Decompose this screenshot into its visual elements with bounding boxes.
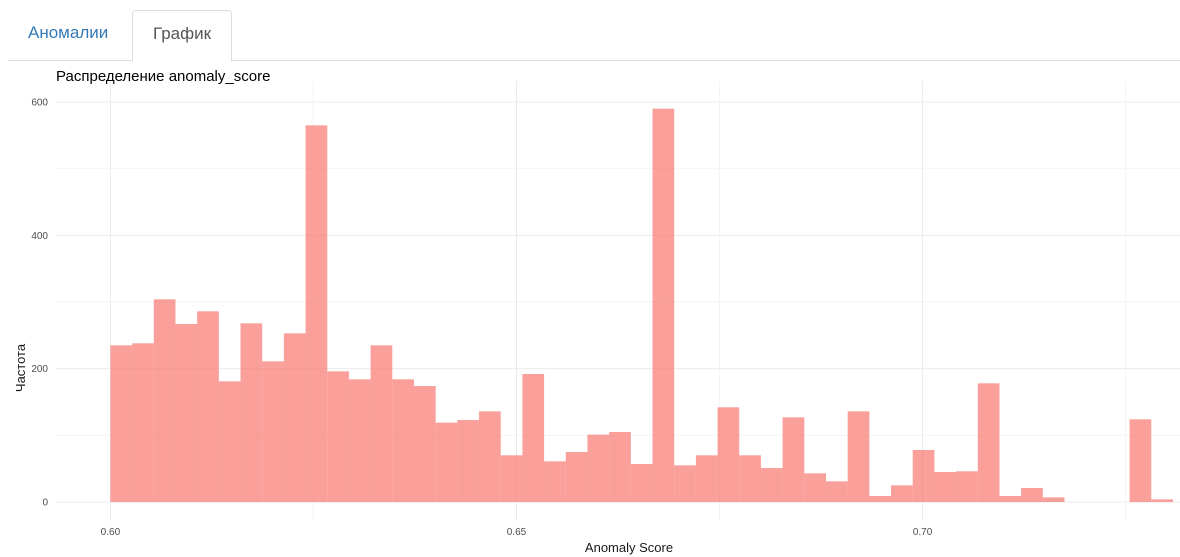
histogram-bar bbox=[913, 450, 935, 502]
histogram-bar bbox=[262, 361, 284, 502]
histogram-bar bbox=[956, 471, 978, 502]
bars bbox=[110, 109, 1180, 502]
histogram-bar bbox=[241, 323, 263, 502]
histogram-bar bbox=[934, 472, 956, 502]
histogram-bar bbox=[978, 383, 1000, 502]
histogram-bar bbox=[132, 343, 154, 502]
histogram-bar bbox=[522, 374, 544, 502]
chart-title: Распределение anomaly_score bbox=[56, 68, 270, 85]
histogram-bar bbox=[1130, 419, 1152, 502]
histogram-bar bbox=[392, 379, 414, 502]
tab-bar: Аномалии График bbox=[8, 0, 1180, 61]
histogram-bar bbox=[197, 311, 219, 502]
histogram-bar bbox=[891, 485, 913, 502]
x-tick-label: 0.65 bbox=[507, 527, 527, 538]
histogram-bar bbox=[1151, 499, 1173, 502]
histogram-bar bbox=[1021, 488, 1043, 502]
tab-anomalies[interactable]: Аномалии bbox=[8, 10, 128, 61]
y-tick-label: 400 bbox=[31, 231, 48, 242]
x-tick-label: 0.60 bbox=[101, 527, 121, 538]
histogram-bar bbox=[110, 345, 132, 502]
histogram-bar bbox=[674, 465, 696, 502]
histogram-bar bbox=[1043, 497, 1065, 502]
histogram-bar bbox=[306, 125, 328, 502]
y-tick-label: 200 bbox=[31, 364, 48, 375]
histogram-bar bbox=[739, 455, 761, 502]
x-tick-label: 0.70 bbox=[913, 527, 933, 538]
histogram-bar bbox=[219, 381, 241, 502]
histogram-bar bbox=[826, 481, 848, 502]
tab-chart[interactable]: График bbox=[132, 10, 232, 62]
histogram-bar bbox=[566, 452, 588, 502]
x-axis-ticks: 0.60 0.65 0.70 bbox=[101, 527, 933, 538]
histogram-bar bbox=[154, 299, 176, 502]
histogram-bar bbox=[457, 420, 479, 502]
histogram-bar bbox=[999, 496, 1021, 502]
y-axis-title: Частота bbox=[13, 343, 28, 392]
histogram-bar bbox=[175, 324, 197, 502]
histogram-bar bbox=[371, 345, 393, 502]
histogram-bar bbox=[848, 411, 870, 502]
histogram-bar bbox=[327, 371, 349, 502]
y-tick-label: 600 bbox=[31, 98, 48, 109]
histogram-bar bbox=[414, 386, 436, 502]
x-axis-title: Anomaly Score bbox=[585, 540, 673, 555]
histogram-bar bbox=[761, 468, 783, 502]
histogram-bar bbox=[544, 461, 566, 502]
histogram-bar bbox=[783, 417, 805, 502]
histogram-bar bbox=[436, 423, 458, 502]
histogram-bar bbox=[587, 435, 609, 502]
histogram-chart: Распределение anomaly_score 0 200 400 600 0… bbox=[0, 61, 1180, 557]
y-tick-label: 0 bbox=[42, 498, 48, 509]
histogram-bar bbox=[349, 379, 371, 502]
histogram-bar bbox=[501, 455, 523, 502]
histogram-bar bbox=[631, 464, 653, 502]
histogram-bar bbox=[609, 432, 631, 502]
histogram-bar bbox=[804, 473, 826, 502]
histogram-bar bbox=[284, 333, 306, 502]
histogram-bar bbox=[696, 455, 718, 502]
histogram-bar bbox=[869, 496, 891, 502]
y-axis-ticks: 0 200 400 600 bbox=[31, 98, 48, 509]
histogram-bar bbox=[718, 407, 740, 502]
histogram-bar bbox=[479, 411, 501, 502]
histogram-bar bbox=[653, 109, 675, 502]
